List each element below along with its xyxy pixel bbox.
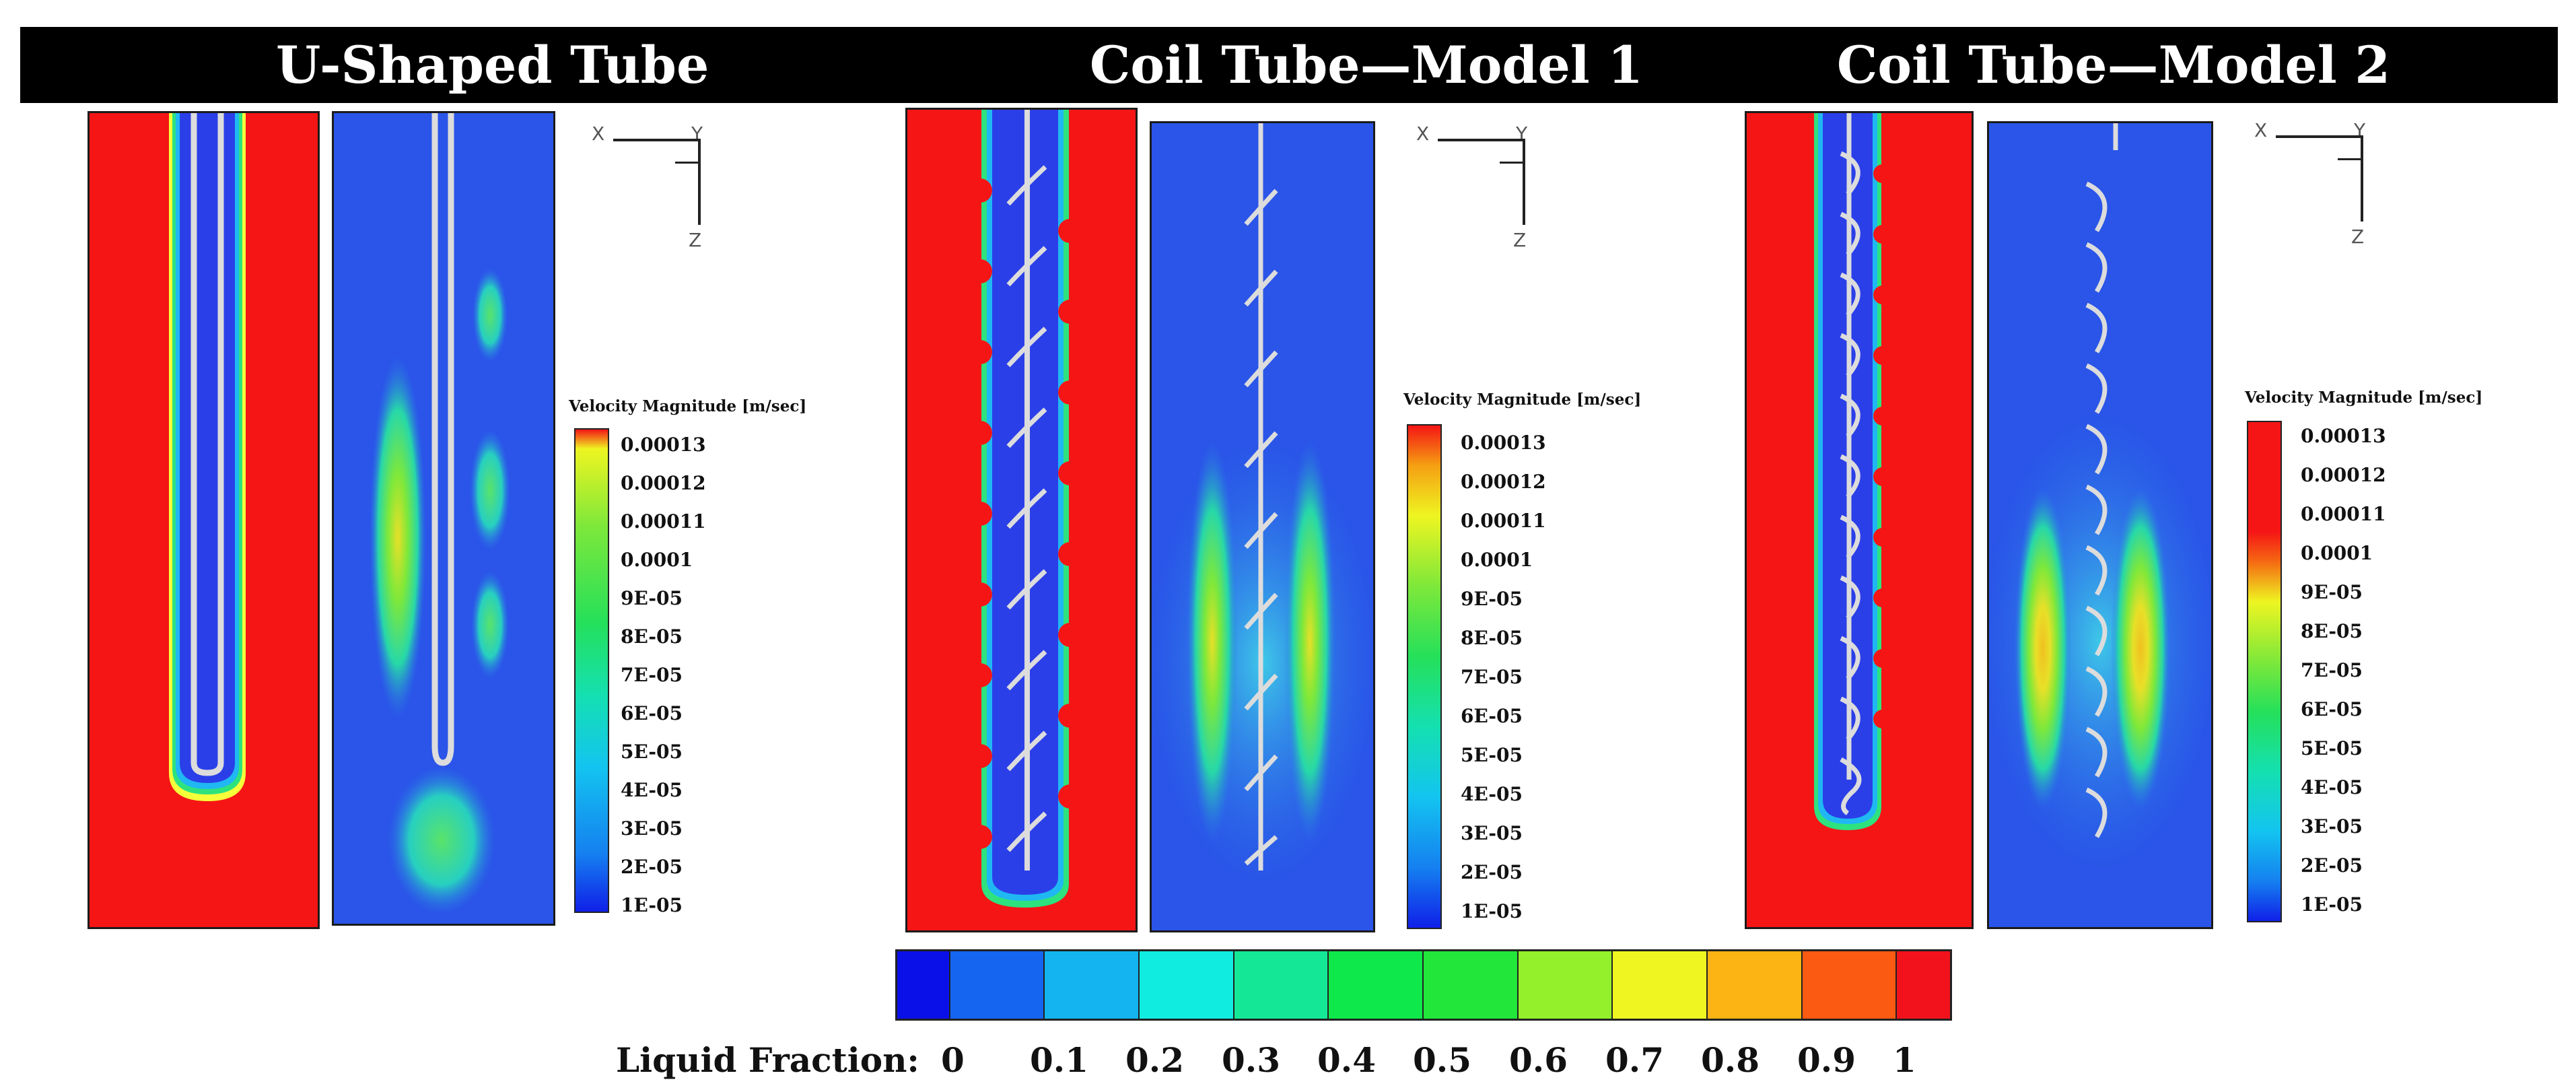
liquid-fraction-colorbar [895,949,1952,1021]
header-bar: U-Shaped Tube Coil Tube—Model 1 Coil Tub… [20,27,2558,103]
legend-label: 0.00011 [1461,510,1546,532]
axis-x-label: X [1416,123,1430,145]
axis-z-label: Z [2351,226,2365,248]
u-tube-velocity-contour [332,111,555,926]
legend-label: 8E-05 [2301,620,2363,642]
u-tube-liquid-fraction-contour [88,111,320,929]
u-tube-axes-indicator: X Y Z [589,121,724,269]
liquid-fraction-segment [1707,951,1803,1019]
legend-label: 8E-05 [621,625,683,648]
liquid-fraction-tick-label: 0.6 [1509,1040,1568,1080]
liquid-fraction-segment [1518,951,1613,1019]
legend-label: 6E-05 [1461,705,1523,727]
legend-label: 4E-05 [2301,776,2363,798]
liquid-fraction-tick-label: 0.4 [1317,1040,1376,1080]
axis-z-label: Z [689,229,702,251]
coil-model-1-velocity-legend-title: Velocity Magnitude [m/sec] [1403,390,1642,409]
legend-label: 4E-05 [621,779,683,801]
legend-label: 9E-05 [621,587,683,609]
legend-label: 5E-05 [2301,737,2363,759]
legend-label: 7E-05 [1461,666,1523,688]
legend-label: 0.00012 [621,472,706,494]
legend-label: 0.00011 [621,510,706,533]
axis-x-label: X [592,123,605,145]
legend-label: 1E-05 [2301,893,2363,916]
legend-label: 2E-05 [2301,854,2363,877]
coil-model-2-liquid-fraction-contour [1745,111,1974,929]
liquid-fraction-segment [1423,951,1519,1019]
legend-label: 0.00012 [1461,471,1546,493]
legend-label: 0.00011 [2301,503,2386,525]
liquid-fraction-tick-label: 0.1 [1030,1040,1088,1080]
liquid-fraction-title: Liquid Fraction: [616,1040,919,1080]
legend-label: 1E-05 [1461,900,1523,922]
legend-label: 0.0001 [1461,549,1533,571]
legend-label: 5E-05 [1461,744,1523,766]
legend-label: 1E-05 [621,894,683,916]
legend-label: 2E-05 [621,856,683,878]
liquid-fraction-segment [1802,951,1898,1019]
u-tube-velocity-legend-title: Velocity Magnitude [m/sec] [569,397,807,415]
legend-label: 3E-05 [1461,822,1523,844]
liquid-fraction-segment [897,951,950,1019]
axis-z-label: Z [1513,229,1527,251]
legend-label: 0.00013 [1461,432,1546,454]
liquid-fraction-segment [950,951,1045,1019]
liquid-fraction-segment [1329,951,1424,1019]
liquid-fraction-segment [1234,951,1329,1019]
liquid-fraction-segment [1045,951,1140,1019]
panel-title-coil-model-1: Coil Tube—Model 1 [1089,35,1644,95]
u-tube-velocity-colorbar [574,428,609,913]
legend-label: 7E-05 [621,664,683,686]
liquid-fraction-segment [1897,951,1950,1019]
liquid-fraction-tick-label: 0.9 [1797,1040,1856,1080]
liquid-fraction-tick-label: 1 [1893,1040,1916,1080]
liquid-fraction-tick-label: 0.2 [1125,1040,1184,1080]
legend-label: 5E-05 [621,741,683,763]
panel-title-u-shaped: U-Shaped Tube [276,35,709,95]
legend-label: 9E-05 [1461,588,1523,610]
liquid-fraction-tick-label: 0.5 [1413,1040,1471,1080]
legend-label: 3E-05 [621,817,683,840]
coil-model-2-velocity-legend-title: Velocity Magnitude [m/sec] [2245,388,2483,407]
legend-label: 6E-05 [2301,698,2363,720]
coil-model-1-liquid-fraction-contour [905,108,1138,932]
coil-model-1-velocity-colorbar [1407,424,1442,929]
liquid-fraction-segment [1613,951,1708,1019]
legend-label: 0.00012 [2301,464,2386,486]
liquid-fraction-segment [1140,951,1234,1019]
coil-model-2-axes-indicator: X Y Z [2252,118,2386,266]
legend-label: 2E-05 [1461,861,1523,883]
liquid-fraction-tick-label: 0.8 [1701,1040,1760,1080]
coil-model-2-velocity-contour [1987,121,2213,929]
legend-label: 9E-05 [2301,581,2363,603]
legend-label: 0.0001 [621,549,693,571]
legend-label: 0.0001 [2301,542,2373,564]
liquid-fraction-tick-label: 0.7 [1605,1040,1664,1080]
legend-label: 4E-05 [1461,783,1523,805]
legend-label: 0.00013 [621,434,706,456]
coil-model-2-velocity-colorbar [2247,421,2282,922]
legend-label: 7E-05 [2301,659,2363,681]
coil-model-1-axes-indicator: X Y Z [1414,121,1548,269]
panel-title-coil-model-2: Coil Tube—Model 2 [1836,35,2391,95]
legend-label: 0.00013 [2301,425,2386,447]
coil-model-1-velocity-contour [1150,121,1375,932]
liquid-fraction-tick-label: 0.3 [1222,1040,1280,1080]
legend-label: 3E-05 [2301,815,2363,838]
legend-label: 6E-05 [621,702,683,724]
axis-x-label: X [2254,119,2268,141]
legend-label: 8E-05 [1461,627,1523,649]
liquid-fraction-tick-label: 0 [941,1040,965,1080]
